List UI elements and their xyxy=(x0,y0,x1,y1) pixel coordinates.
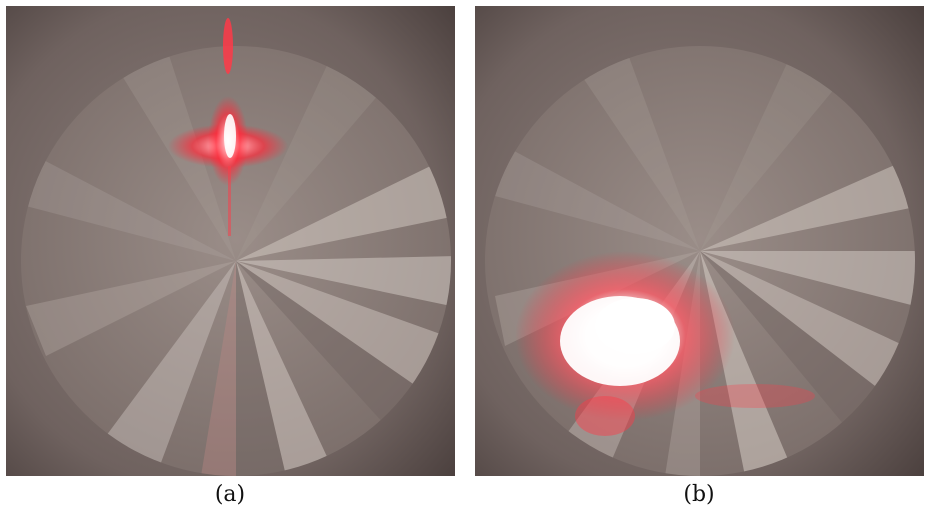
photo-panel-a xyxy=(6,6,455,476)
caption-b: (b) xyxy=(683,482,715,507)
caption-a: (a) xyxy=(214,482,246,507)
sector-pattern xyxy=(495,46,915,476)
photo-b xyxy=(475,6,924,476)
laser-spot-a xyxy=(168,18,288,236)
laser-spot-b xyxy=(515,251,815,436)
photo-a xyxy=(6,6,455,476)
photo-panel-b xyxy=(475,6,924,476)
